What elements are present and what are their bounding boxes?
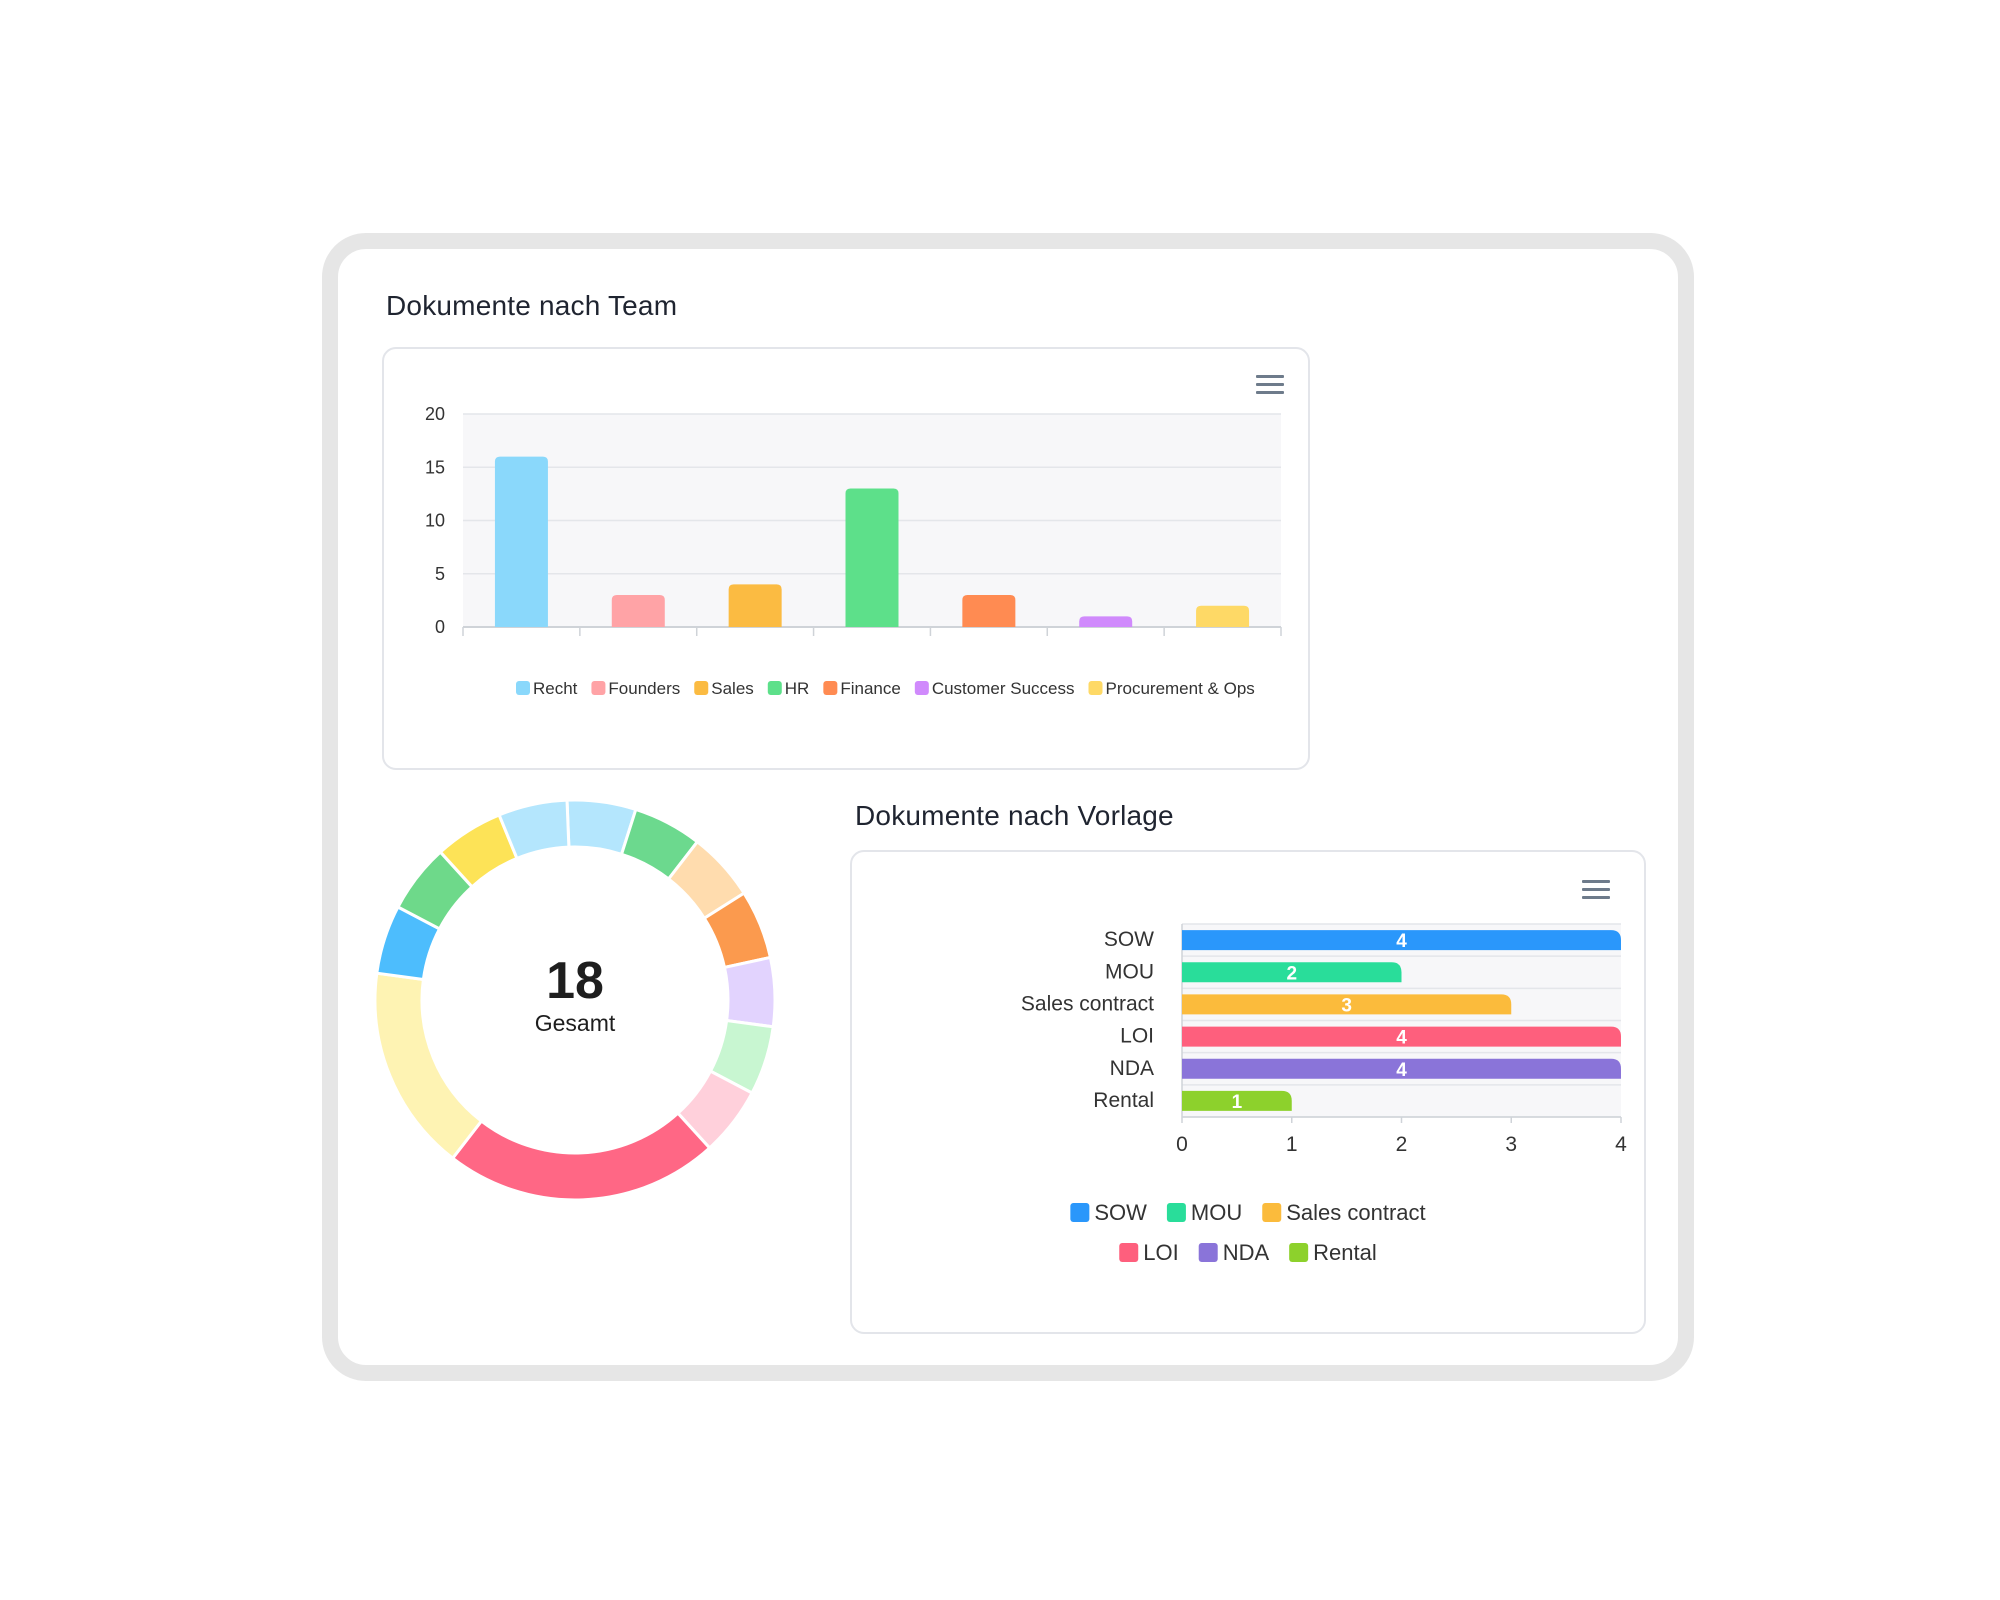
- legend-label: NDA: [1223, 1240, 1270, 1265]
- bar-customer-success: [1079, 616, 1133, 627]
- data-label: 3: [1341, 995, 1352, 1016]
- bar-finance: [962, 595, 1016, 627]
- legend-swatch: [1088, 681, 1103, 695]
- donut-segment: [373, 971, 484, 1161]
- legend-label: Founders: [608, 679, 680, 698]
- donut-segment: [450, 1111, 712, 1202]
- bar-sales: [728, 584, 782, 627]
- legend-swatch: [694, 681, 709, 695]
- legend-swatch: [1198, 1243, 1218, 1262]
- legend-label: Finance: [840, 679, 900, 698]
- data-label: 4: [1396, 1028, 1407, 1049]
- donut-chart: 18 Gesamt: [370, 795, 780, 1205]
- data-label: 1: [1232, 1092, 1243, 1113]
- y-category-label: LOI: [1120, 1025, 1154, 1048]
- y-tick-label: 10: [425, 511, 445, 531]
- legend-swatch: [767, 681, 782, 695]
- legend-swatch: [914, 681, 929, 695]
- bar-rental: [1182, 1090, 1292, 1111]
- x-tick-label: 2: [1396, 1133, 1408, 1156]
- template-chart-title: Dokumente nach Vorlage: [855, 800, 1174, 831]
- team-bar-chart: 0 5 10 15 20 Recht Founders Sales HR Finance Custo…: [425, 404, 1282, 698]
- legend-row: LOI NDA Rental: [1119, 1240, 1377, 1265]
- legend-swatch: [1119, 1243, 1139, 1262]
- hamburger-menu-icon[interactable]: [1582, 880, 1610, 900]
- x-tick-label: 1: [1286, 1133, 1298, 1156]
- template-chart-card: 0 1 2 3 4 SOW 4 MOU 2 Sales contract 3 LOI 4 NDA 4 Rent…: [850, 850, 1646, 1334]
- legend-swatch: [516, 681, 530, 695]
- legend-label: Sales: [711, 679, 754, 698]
- y-tick-label: 0: [435, 617, 445, 637]
- legend-swatch: [1070, 1203, 1090, 1222]
- hamburger-menu-icon[interactable]: [1256, 375, 1284, 395]
- x-tick-label: 4: [1615, 1133, 1627, 1156]
- x-tick-label: 0: [1176, 1133, 1188, 1156]
- legend-label: LOI: [1143, 1240, 1178, 1265]
- legend-label: SOW: [1094, 1200, 1147, 1225]
- legend-label: Rental: [1313, 1240, 1377, 1265]
- bar-recht: [494, 456, 548, 627]
- donut-segment: [497, 798, 571, 861]
- donut-total-label: Gesamt: [534, 1010, 616, 1036]
- legend-label: MOU: [1191, 1200, 1242, 1225]
- y-category-label: NDA: [1110, 1057, 1154, 1080]
- bar-sow: [1182, 930, 1621, 951]
- legend-swatch: [1289, 1243, 1309, 1262]
- legend-swatch: [591, 681, 606, 695]
- legend-swatch: [1166, 1203, 1186, 1222]
- donut-segment: [722, 955, 777, 1029]
- data-label: 4: [1396, 1060, 1407, 1081]
- x-tick-label: 3: [1505, 1133, 1517, 1156]
- legend-label: Customer Success: [932, 679, 1075, 698]
- y-tick-label: 20: [425, 404, 445, 424]
- template-bar-chart: 0 1 2 3 4 SOW 4 MOU 2 Sales contract 3 LOI 4 NDA 4 Rent…: [1021, 923, 1627, 1265]
- legend-label: Recht: [533, 679, 578, 698]
- y-tick-label: 15: [425, 457, 445, 477]
- y-category-label: Sales contract: [1021, 992, 1154, 1015]
- bar-mou: [1182, 962, 1402, 983]
- donut-total-value: 18: [546, 952, 604, 1010]
- legend-label: Procurement & Ops: [1106, 679, 1255, 698]
- y-category-label: MOU: [1105, 960, 1154, 983]
- bar-procurement-ops: [1196, 605, 1250, 627]
- y-category-label: Rental: [1093, 1089, 1154, 1112]
- data-label: 2: [1286, 963, 1297, 984]
- team-chart-title: Dokumente nach Team: [386, 290, 678, 321]
- bar-hr: [845, 488, 899, 627]
- bar-founders: [611, 595, 665, 627]
- y-category-label: SOW: [1104, 928, 1154, 951]
- data-label: 4: [1396, 931, 1407, 952]
- legend-swatch: [1262, 1203, 1282, 1222]
- bar-sales-contract: [1182, 994, 1512, 1015]
- legend-swatch: [823, 681, 838, 695]
- bar-nda: [1182, 1058, 1621, 1079]
- legend-label: Sales contract: [1286, 1200, 1425, 1225]
- bar-loi: [1182, 1026, 1621, 1047]
- y-tick-label: 5: [435, 564, 445, 584]
- legend-row: SOW MOU Sales contract: [1070, 1200, 1426, 1225]
- team-chart-card: 0 5 10 15 20 Recht Founders Sales HR Finance Custo…: [382, 347, 1310, 770]
- legend-label: HR: [785, 679, 810, 698]
